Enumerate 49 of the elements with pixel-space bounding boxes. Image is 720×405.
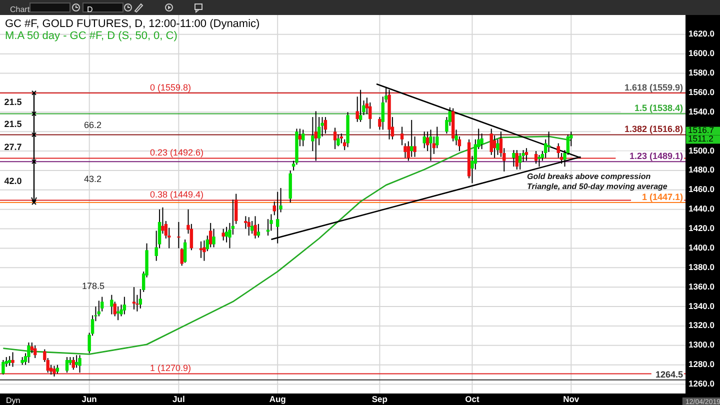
x-tick-label: Oct [465, 394, 480, 404]
ref-line-label: 1.5 (1538.4) [634, 103, 683, 114]
y-tick-label: 1300.0 [688, 340, 715, 350]
x-tick-label: Sep [372, 394, 388, 404]
y-tick-label: 1540.0 [688, 106, 715, 116]
chart-title: GC #F, GOLD FUTURES, D, 12:00-11:00 (Dynamic) [5, 18, 260, 30]
ref-line-label: 1.618 (1559.9) [624, 82, 683, 92]
y-tick-label: 1500.0 [688, 145, 715, 156]
x-tick-label: Nov [563, 394, 580, 404]
y-tick-label: 1380.0 [688, 262, 715, 272]
ref-line-label: 1.23 (1489.1) [629, 151, 683, 162]
y-tick-label: 1620.0 [688, 28, 715, 39]
y-tick-label: 1560.0 [688, 86, 715, 97]
ref-line-label: 0 (1559.8) [150, 82, 192, 92]
text: 1516.7 [688, 125, 714, 136]
x-tick-label: Jul [172, 394, 185, 404]
ref-line-label: 1 (1447.1) [642, 192, 683, 202]
ref-line-label: 0.23 (1492.6) [150, 148, 204, 158]
text: D [87, 5, 93, 14]
ref-line-label: 0.38 (1449.4) [150, 190, 204, 200]
text: Chart [10, 5, 30, 14]
annotation: 43.2 [84, 174, 102, 184]
ref-line-label: 1.382 (1516.8) [624, 124, 683, 134]
y-tick-label: 1320.0 [688, 320, 715, 330]
annotation: 42.0 [4, 176, 22, 186]
y-tick-label: 1340.0 [688, 300, 715, 311]
annotation: 21.5 [4, 119, 22, 130]
x-tick-label: Jun [82, 394, 97, 404]
y-tick-label: 1480.0 [688, 164, 715, 175]
ref-line-label: 1264.5 [655, 369, 683, 380]
y-tick-label: 1260.0 [688, 378, 715, 389]
y-tick-label: 1600.0 [688, 48, 715, 58]
ref-line-label: 1 (1270.9) [150, 363, 192, 374]
x-tick-label: Aug [269, 394, 286, 404]
y-tick-label: 1440.0 [688, 204, 715, 214]
text: M.A 50 day - GC #F, D (S, 50, 0, C) [5, 30, 178, 42]
annotation: 178.5 [82, 281, 105, 292]
y-tick-label: 1400.0 [688, 242, 715, 252]
y-tick-label: 1280.0 [688, 359, 715, 370]
y-tick-label: 1420.0 [688, 223, 715, 234]
text: Dyn [6, 396, 20, 405]
y-tick-label: 1360.0 [688, 281, 715, 292]
annotation: 21.5 [4, 97, 22, 108]
annotation: Gold breaks above compression Triangle, and 50-day moving average [527, 172, 668, 192]
annotation: 66.2 [84, 120, 102, 130]
y-tick-label: 1580.0 [688, 68, 715, 78]
text: 1511.2 [688, 134, 714, 144]
annotation: 27.7 [4, 142, 22, 152]
y-tick-label: 1460.0 [688, 184, 715, 194]
